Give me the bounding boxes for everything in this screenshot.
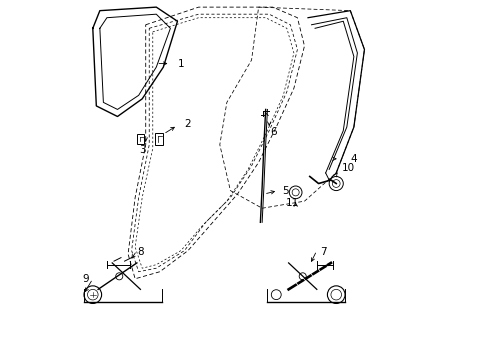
- Text: 10: 10: [341, 163, 354, 174]
- Text: 7: 7: [320, 247, 326, 257]
- FancyBboxPatch shape: [137, 134, 144, 144]
- Text: 8: 8: [137, 247, 143, 257]
- Text: 9: 9: [82, 274, 89, 284]
- FancyBboxPatch shape: [154, 133, 163, 145]
- Text: 6: 6: [269, 127, 276, 137]
- Text: 4: 4: [349, 154, 356, 164]
- Text: 5: 5: [282, 186, 288, 195]
- Text: 3: 3: [139, 145, 145, 155]
- Text: 1: 1: [177, 59, 183, 68]
- Text: 11: 11: [285, 198, 298, 208]
- Text: 2: 2: [184, 119, 191, 129]
